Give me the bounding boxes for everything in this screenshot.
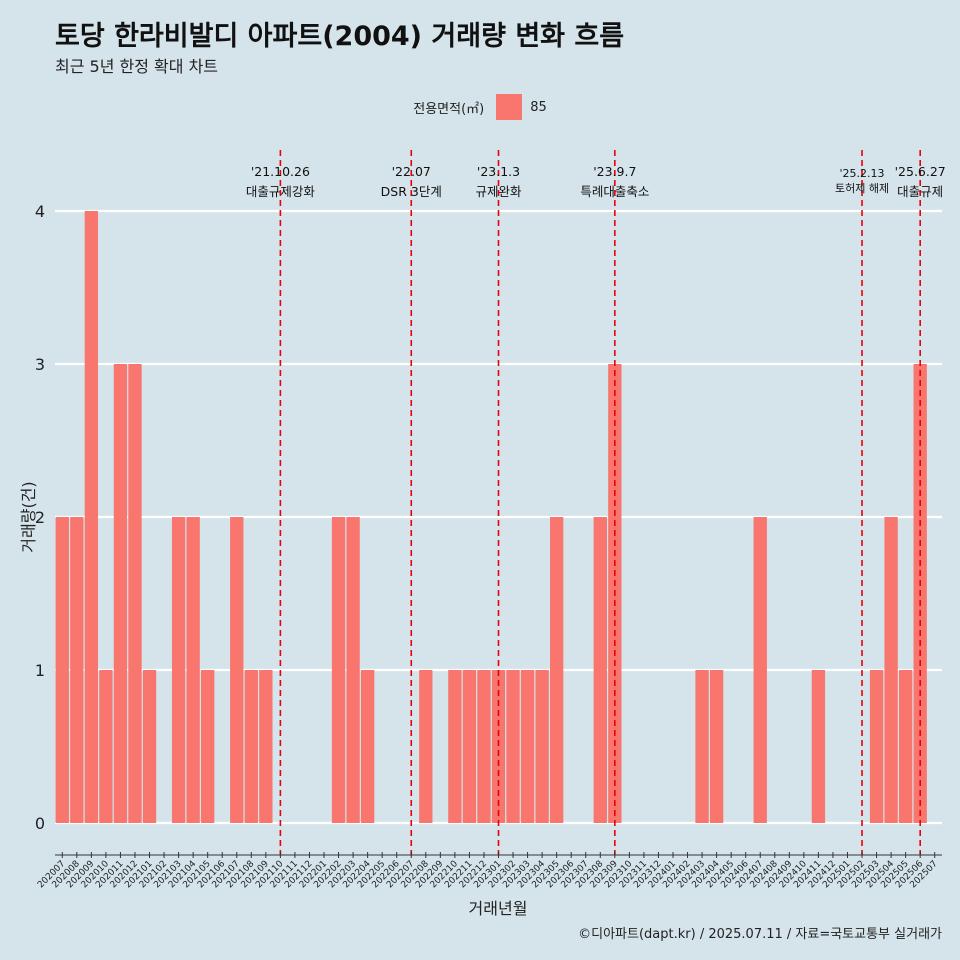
event-text-label: 토허제 해제 (835, 181, 889, 195)
bar (186, 517, 200, 823)
legend-title: 전용면적(㎡) (413, 101, 485, 117)
bar (506, 670, 520, 823)
bar (549, 517, 564, 823)
event-text-label: 대출규제강화 (246, 184, 316, 199)
x-axis-label: 거래년월 (469, 899, 528, 918)
y-tick-label: 0 (35, 814, 45, 833)
chart-subtitle: 최근 5년 한정 확대 차트 (55, 57, 219, 76)
y-axis-label: 거래량(건) (19, 481, 38, 552)
event-date-label: '23.1.3 (477, 164, 520, 179)
bar (884, 517, 898, 823)
bar (695, 670, 709, 823)
bar (70, 517, 84, 823)
bar (491, 670, 506, 823)
bar (113, 364, 128, 823)
bar (128, 364, 142, 823)
bars (55, 211, 927, 823)
y-tick-label: 4 (35, 202, 45, 221)
event-date-label: '25.6.27 (895, 164, 946, 179)
legend-swatch (496, 94, 523, 120)
bar (419, 670, 433, 823)
bar (360, 670, 375, 823)
event-date-label: '25.2.13 (840, 167, 885, 180)
bar (346, 517, 360, 823)
y-tick-label: 1 (35, 661, 45, 680)
event-text-label: DSR 3단계 (381, 184, 442, 199)
event-text-label: 특례대출축소 (580, 184, 649, 199)
event-lines: '21.10.26 대출규제강화 '22.07 DSR 3단계 '23.1.3 규제완화 '… (246, 150, 946, 855)
x-axis: 2020072020082020092020102020112020122021… (36, 852, 942, 890)
bar (230, 517, 244, 823)
bar (142, 670, 157, 823)
bar (55, 517, 69, 823)
y-tick-label: 3 (35, 355, 45, 374)
legend-item-label: 85 (530, 99, 547, 115)
bar (244, 670, 258, 823)
bar (462, 670, 477, 823)
bar (171, 517, 186, 823)
bar (535, 670, 549, 823)
bar (898, 670, 913, 823)
bar (869, 670, 884, 823)
bar (593, 517, 607, 823)
bar (259, 670, 273, 823)
y-tick-label: 2 (35, 508, 45, 527)
bar (331, 517, 346, 823)
bar (201, 670, 215, 823)
event-date-label: '23.9.7 (593, 164, 636, 179)
event-date-label: '21.10.26 (251, 164, 310, 179)
bar (709, 670, 724, 823)
event-text-label: 규제완화 (475, 184, 522, 199)
source-caption: ©디아파트(dapt.kr) / 2025.07.11 / 자료=국토교통부 실… (578, 927, 942, 942)
chart-title: 토당 한라비발디 아파트(2004) 거래량 변화 흐름 (55, 21, 625, 52)
bar (753, 517, 767, 823)
bar (448, 670, 462, 823)
bar (520, 670, 535, 823)
y-axis: 0 1 2 3 4 (35, 202, 45, 833)
bar (477, 670, 491, 823)
event-date-label: '22.07 (392, 164, 431, 179)
event-text-label: 대출규제 (897, 184, 943, 199)
bar (811, 670, 826, 823)
bar (84, 211, 99, 823)
legend: 전용면적(㎡) 85 (0, 94, 960, 120)
bar (99, 670, 113, 823)
